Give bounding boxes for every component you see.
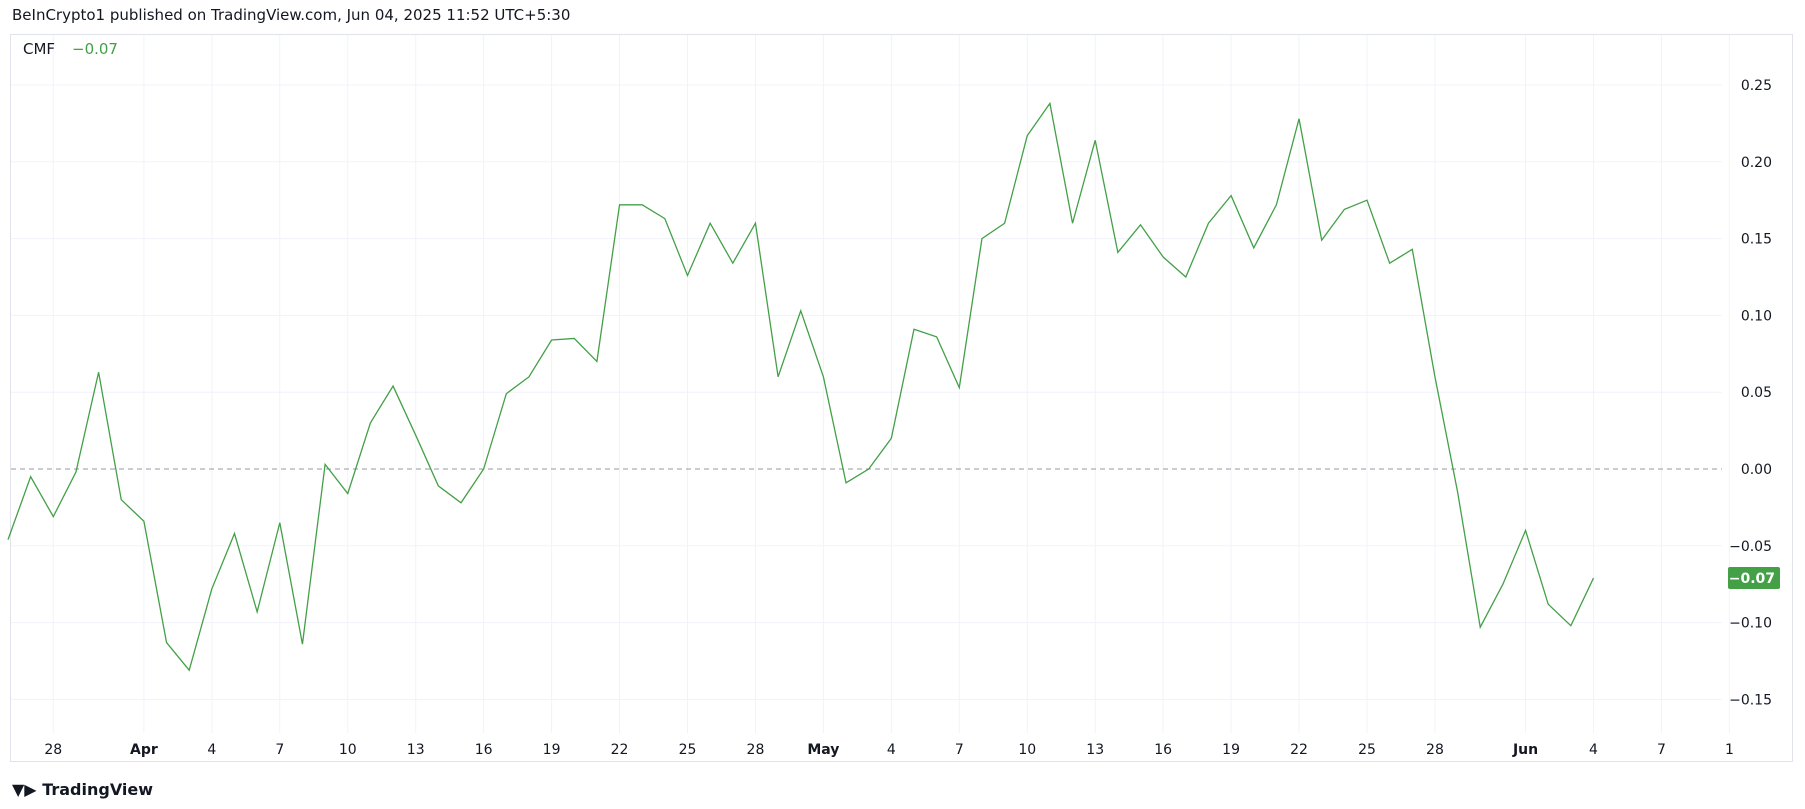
- x-tick-label: 19: [1222, 742, 1240, 758]
- y-tick-label: −0.05: [1729, 539, 1772, 555]
- legend-name[interactable]: CMF: [23, 40, 55, 58]
- plot-area: 28 Apr 4 7 10 13 16 19 22 25 28 May 4 7 10 13 16 19 22 25 28…: [7, 35, 1780, 758]
- x-tick-label: 4: [1589, 742, 1598, 758]
- cmf-chart: 28 Apr 4 7 10 13 16 19 22 25 28 May 4 7 10 13 16 19 22 25 28…: [7, 35, 1780, 758]
- x-tick-label: 16: [475, 742, 493, 758]
- x-tick-label: Apr: [130, 742, 158, 758]
- y-tick-label: 0.15: [1741, 232, 1772, 248]
- x-tick-label: 4: [207, 742, 216, 758]
- x-tick-label: 13: [407, 742, 425, 758]
- x-tick-label: 28: [1426, 742, 1444, 758]
- chart-pane[interactable]: [10, 34, 1793, 762]
- x-tick-label: 7: [955, 742, 964, 758]
- cmf-line: [7, 101, 1595, 672]
- x-tick-label: 16: [1154, 742, 1172, 758]
- tradingview-logo[interactable]: ▼▶ TradingView: [12, 780, 153, 799]
- x-tick-label: Jun: [1512, 742, 1538, 758]
- x-tick-label: 7: [275, 742, 284, 758]
- y-tick-label: 0.00: [1741, 462, 1772, 478]
- last-value-badge: [1728, 567, 1780, 590]
- tv-icon: ▼▶: [12, 780, 37, 799]
- logo-text: TradingView: [42, 780, 154, 799]
- x-tick-label: 22: [611, 742, 629, 758]
- x-tick-label: 25: [679, 742, 697, 758]
- x-tick-label: 10: [1018, 742, 1036, 758]
- x-tick-label: 13: [1086, 742, 1104, 758]
- x-tick-label: 25: [1358, 742, 1376, 758]
- x-tick-label: May: [807, 742, 839, 758]
- attribution: BeInCrypto1 published on TradingView.com…: [12, 6, 571, 24]
- x-tick-label: 28: [44, 742, 62, 758]
- x-tick-label: 7: [1657, 742, 1666, 758]
- x-tick-label: 28: [747, 742, 765, 758]
- x-tick-label: 19: [543, 742, 561, 758]
- y-tick-label: 0.20: [1741, 155, 1772, 171]
- y-tick-label: −0.15: [1729, 692, 1772, 708]
- x-tick-label: 22: [1290, 742, 1308, 758]
- x-tick-label: 4: [887, 742, 896, 758]
- x-tick-label: 1: [1725, 742, 1734, 758]
- legend-value: −0.07: [72, 40, 118, 58]
- y-tick-label: 0.05: [1741, 385, 1772, 401]
- y-tick-label: −0.10: [1729, 616, 1772, 632]
- y-tick-label: 0.10: [1741, 308, 1772, 324]
- last-value-label: −0.07: [1729, 571, 1775, 587]
- y-tick-label: 0.25: [1741, 78, 1772, 94]
- x-tick-label: 10: [339, 742, 357, 758]
